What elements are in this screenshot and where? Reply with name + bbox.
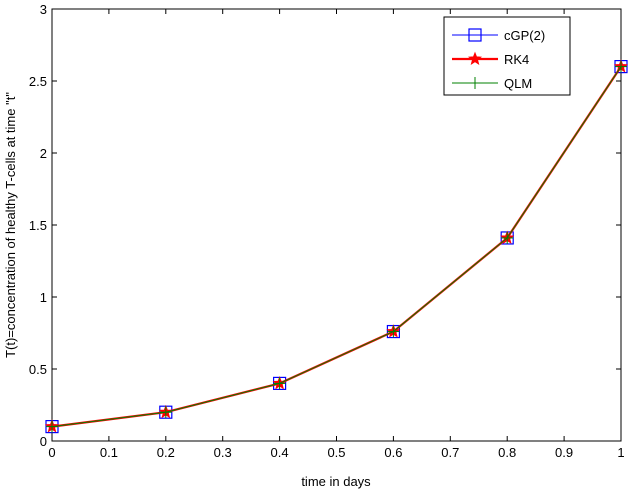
legend-label: RK4 — [504, 52, 529, 67]
y-axis: 0 0.5 1 1.5 2 2.5 3 — [29, 2, 621, 449]
y-tick-label: 1 — [40, 290, 47, 305]
y-tick-label: 2.5 — [29, 74, 47, 89]
x-tick-label: 0 — [48, 445, 55, 460]
series-layer — [44, 59, 628, 434]
x-tick-label: 0.9 — [555, 445, 573, 460]
x-tick-label: 0.8 — [498, 445, 516, 460]
data-point — [273, 377, 286, 390]
x-tick-label: 1 — [617, 445, 624, 460]
data-point — [46, 420, 58, 433]
x-tick-label: 0.3 — [214, 445, 232, 460]
x-axis-title: time in days — [301, 474, 371, 489]
legend-entry: QLM — [452, 76, 532, 91]
y-axis-title: T(t)=concentration of healthy T-cells at… — [3, 92, 18, 358]
series-qlm — [46, 60, 627, 433]
x-tick-label: 0.2 — [157, 445, 175, 460]
legend-label: QLM — [504, 76, 532, 91]
x-axis: 0 0.1 0.2 0.3 0.4 0.5 0.6 0.7 0.8 0.9 1 — [48, 9, 625, 460]
legend-entry: cGP(2) — [452, 28, 545, 43]
legend: cGP(2) RK4 QLM — [443, 16, 571, 96]
data-point — [501, 231, 514, 244]
series-line — [51, 66, 622, 428]
y-tick-label: 1.5 — [29, 218, 47, 233]
data-point — [159, 406, 172, 419]
x-tick-label: 0.7 — [441, 445, 459, 460]
data-point — [387, 325, 400, 338]
y-tick-label: 0.5 — [29, 362, 47, 377]
x-tick-label: 0.6 — [384, 445, 402, 460]
x-tick-label: 0.1 — [100, 445, 118, 460]
legend-marker — [469, 77, 481, 89]
legend-marker — [468, 28, 482, 42]
y-tick-label: 0 — [40, 434, 47, 449]
y-tick-label: 2 — [40, 146, 47, 161]
data-point — [615, 60, 627, 73]
x-tick-label: 0.5 — [327, 445, 345, 460]
legend-label: cGP(2) — [504, 28, 545, 43]
legend-entry: RK4 — [452, 51, 529, 67]
legend-box — [443, 16, 571, 96]
x-tick-label: 0.4 — [271, 445, 289, 460]
legend-marker — [467, 51, 483, 65]
y-tick-label: 3 — [40, 2, 47, 17]
